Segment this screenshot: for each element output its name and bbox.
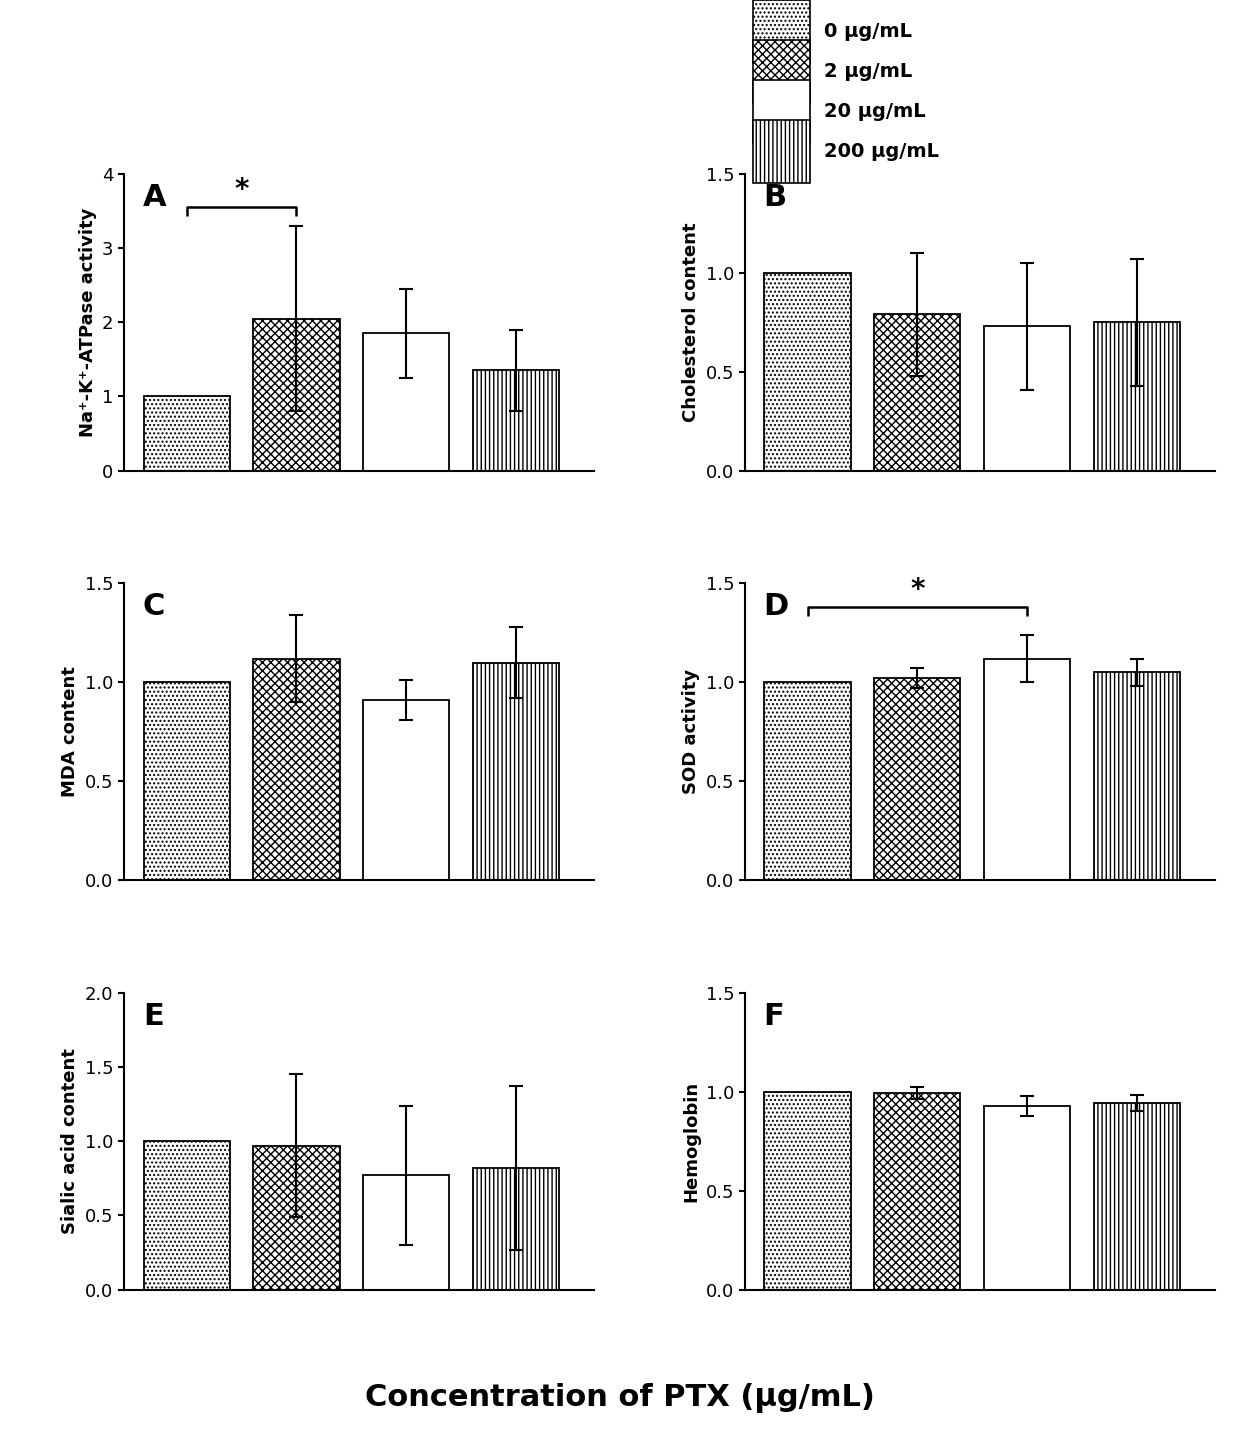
Text: A: A [143, 183, 166, 212]
Bar [253, 658, 340, 880]
Text: 2 μg/mL: 2 μg/mL [825, 62, 913, 81]
Bar [754, 0, 810, 64]
Bar [253, 1146, 340, 1290]
Text: Concentration of PTX (μg/mL): Concentration of PTX (μg/mL) [365, 1382, 875, 1413]
Bar [874, 314, 961, 471]
Bar [472, 371, 559, 471]
Text: C: C [143, 593, 165, 622]
Y-axis label: Na⁺-K⁺-ATPase activity: Na⁺-K⁺-ATPase activity [78, 207, 97, 438]
Bar [1094, 1103, 1180, 1290]
Bar [985, 326, 1070, 471]
Text: *: * [910, 577, 925, 604]
Bar [363, 1175, 449, 1290]
Text: 200 μg/mL: 200 μg/mL [825, 142, 939, 161]
Bar [144, 682, 229, 880]
Bar [144, 397, 229, 471]
Text: 0 μg/mL: 0 μg/mL [825, 22, 913, 41]
Text: D: D [764, 593, 789, 622]
Text: 20 μg/mL: 20 μg/mL [825, 101, 926, 122]
Bar [472, 662, 559, 880]
Text: E: E [143, 1001, 164, 1030]
Bar [1094, 672, 1180, 880]
Text: *: * [234, 177, 249, 204]
Bar [764, 682, 851, 880]
Bar [764, 1091, 851, 1290]
Y-axis label: Sialic acid content: Sialic acid content [62, 1048, 79, 1235]
Y-axis label: Cholesterol content: Cholesterol content [682, 223, 701, 422]
Bar [985, 1106, 1070, 1290]
Bar [985, 658, 1070, 880]
Y-axis label: MDA content: MDA content [62, 667, 79, 797]
Bar [363, 333, 449, 471]
Bar [754, 41, 810, 103]
Bar [754, 80, 810, 143]
Bar [754, 120, 810, 183]
Y-axis label: Hemoglobin: Hemoglobin [682, 1081, 701, 1201]
Bar [874, 1093, 961, 1290]
Bar [874, 678, 961, 880]
Bar [1094, 322, 1180, 471]
Text: F: F [764, 1001, 785, 1030]
Bar [363, 700, 449, 880]
Bar [472, 1168, 559, 1290]
Text: B: B [764, 183, 787, 212]
Y-axis label: SOD activity: SOD activity [682, 669, 701, 794]
Bar [144, 1142, 229, 1290]
Bar [253, 319, 340, 471]
Bar [764, 272, 851, 471]
